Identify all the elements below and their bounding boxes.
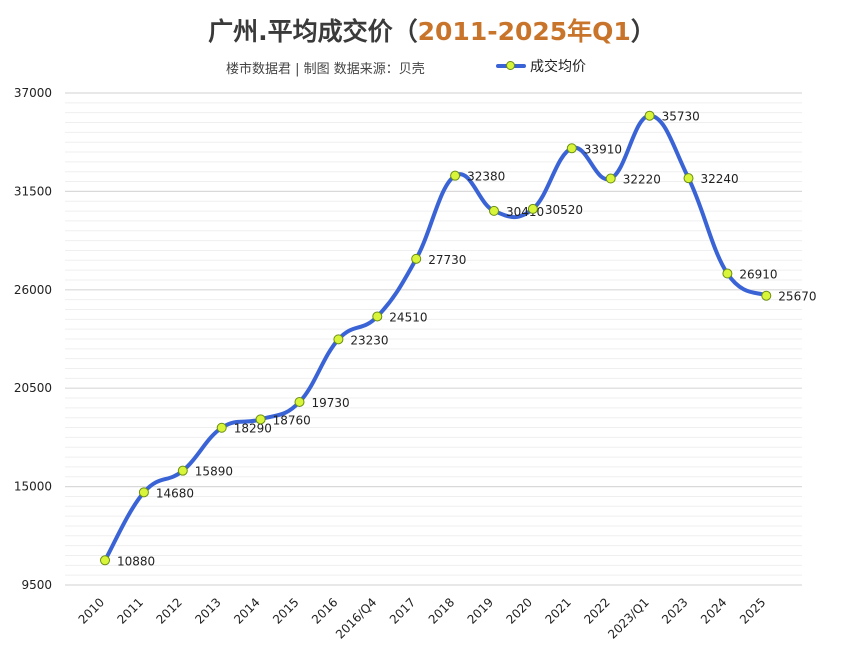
x-tick-label: 2023/Q1 xyxy=(605,595,651,641)
data-label: 30520 xyxy=(545,203,583,217)
series-line xyxy=(103,113,768,562)
data-point xyxy=(722,268,733,279)
title-main: 广州.平均成交价（ xyxy=(208,17,418,46)
legend: 成交均价 xyxy=(496,56,586,76)
x-tick-label: 2020 xyxy=(504,595,535,626)
chart-title: 广州.平均成交价（2011-2025年Q1） xyxy=(0,12,864,48)
data-label: 33910 xyxy=(584,142,622,156)
legend-marker xyxy=(506,61,515,70)
data-label: 14680 xyxy=(156,486,194,500)
x-tick-label: 2023 xyxy=(659,595,690,626)
x-tick-label: 2021 xyxy=(542,595,573,626)
y-tick-label: 15000 xyxy=(14,480,52,494)
data-point xyxy=(605,173,616,184)
x-tick-label: 2024 xyxy=(698,595,729,626)
title-end: ） xyxy=(630,17,656,46)
data-point xyxy=(100,555,110,566)
data-point xyxy=(411,253,422,264)
x-tick-label: 2016/Q4 xyxy=(333,595,379,641)
data-label: 15890 xyxy=(195,465,233,479)
data-label: 10880 xyxy=(117,554,155,568)
data-point xyxy=(450,170,461,181)
data-label: 30410 xyxy=(506,205,544,219)
x-tick-label: 2017 xyxy=(387,595,418,626)
x-tick-label: 2010 xyxy=(76,595,107,626)
legend-line-swatch xyxy=(496,61,526,70)
data-point xyxy=(527,203,538,214)
x-tick-label: 2012 xyxy=(153,595,184,626)
data-point xyxy=(138,487,149,498)
data-label: 18760 xyxy=(273,413,311,427)
data-label: 35730 xyxy=(662,110,700,124)
data-point xyxy=(489,205,499,216)
legend-label: 成交均价 xyxy=(530,59,586,75)
data-label: 26910 xyxy=(739,268,777,282)
chart-subtitle: 楼市数据君 | 制图 数据来源：贝壳 xyxy=(226,62,425,77)
data-point xyxy=(644,110,655,121)
x-tick-label: 2025 xyxy=(737,595,768,626)
x-tick-label: 2011 xyxy=(115,595,146,626)
data-point xyxy=(216,422,227,433)
x-tick-label: 2013 xyxy=(192,595,223,626)
data-point xyxy=(177,465,188,476)
x-tick-label: 2016 xyxy=(309,595,340,626)
x-tick-label: 2019 xyxy=(465,595,496,626)
data-point xyxy=(566,143,577,154)
data-label: 24510 xyxy=(389,310,427,324)
x-tick-label: 2014 xyxy=(231,595,262,626)
data-label: 32380 xyxy=(467,170,505,184)
x-tick-label: 2018 xyxy=(426,595,457,626)
data-label: 32240 xyxy=(701,172,739,186)
data-label: 18290 xyxy=(234,422,272,436)
data-point xyxy=(372,311,383,322)
data-label: 25670 xyxy=(778,290,816,304)
data-label: 23230 xyxy=(350,333,388,347)
data-label: 19730 xyxy=(312,396,350,410)
x-tick-label: 2022 xyxy=(581,595,612,626)
y-tick-label: 37000 xyxy=(14,86,52,100)
data-label: 32220 xyxy=(623,173,661,187)
data-point xyxy=(294,396,305,407)
data-point xyxy=(683,173,694,184)
y-tick-label: 26000 xyxy=(14,283,52,297)
y-tick-label: 20500 xyxy=(14,381,52,395)
y-tick-label: 31500 xyxy=(14,184,52,198)
data-point xyxy=(761,290,772,301)
data-point xyxy=(333,334,344,345)
data-label: 27730 xyxy=(428,253,466,267)
title-accent: 2011-2025年Q1 xyxy=(417,17,631,46)
x-tick-label: 2015 xyxy=(270,595,301,626)
data-point xyxy=(255,414,266,425)
y-tick-label: 9500 xyxy=(21,578,52,592)
